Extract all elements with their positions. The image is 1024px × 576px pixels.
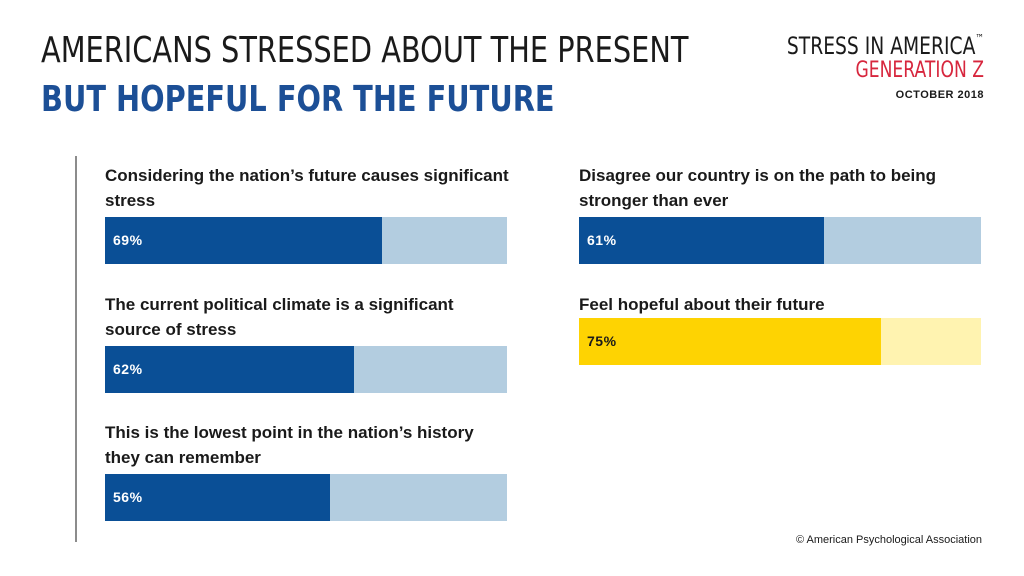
bar-value-label: 61% [587, 232, 617, 248]
bar-label: The current political climate is a signi… [105, 295, 454, 339]
bar-label: This is the lowest point in the nation’s… [105, 423, 474, 467]
bar-item-nations-future: Considering the nation’s future causes s… [105, 163, 509, 264]
title-line-1: AMERICANS STRESSED ABOUT THE PRESENT [41, 30, 689, 71]
bar-fill [105, 217, 383, 264]
bar-item-political-climate: The current political climate is a signi… [105, 292, 509, 393]
bar-item-feel-hopeful: Feel hopeful about their future 75% [579, 292, 983, 365]
bar-track: 56% [105, 474, 507, 521]
title-line-2: BUT HOPEFUL FOR THE FUTURE [41, 79, 555, 120]
bar-label: Feel hopeful about their future [579, 295, 825, 314]
bar-fill [579, 318, 881, 365]
bar-track: 75% [579, 318, 981, 365]
bar-fill [105, 474, 331, 521]
bar-track: 69% [105, 217, 507, 264]
bar-value-label: 75% [587, 333, 617, 349]
vertical-divider [75, 156, 77, 542]
trademark-symbol: ™ [975, 32, 984, 45]
bar-track: 62% [105, 346, 507, 393]
bar-fill [579, 217, 825, 264]
brand-name: STRESS IN AMERICA™ [786, 32, 984, 60]
bar-track: 61% [579, 217, 981, 264]
brand-subtitle: GENERATION Z [855, 58, 984, 83]
brand-block: STRESS IN AMERICA™ GENERATION Z OCTOBER … [724, 32, 984, 101]
bar-value-label: 56% [113, 489, 143, 505]
bar-value-label: 62% [113, 361, 143, 377]
bar-item-lowest-point: This is the lowest point in the nation’s… [105, 420, 509, 521]
bar-label: Considering the nation’s future causes s… [105, 166, 509, 210]
bar-label: Disagree our country is on the path to b… [579, 166, 937, 210]
copyright-footer: © American Psychological Association [795, 534, 982, 546]
brand-date: OCTOBER 2018 [895, 89, 984, 101]
bar-value-label: 69% [113, 232, 143, 248]
bar-item-country-stronger: Disagree our country is on the path to b… [579, 163, 983, 264]
bar-fill [105, 346, 355, 393]
